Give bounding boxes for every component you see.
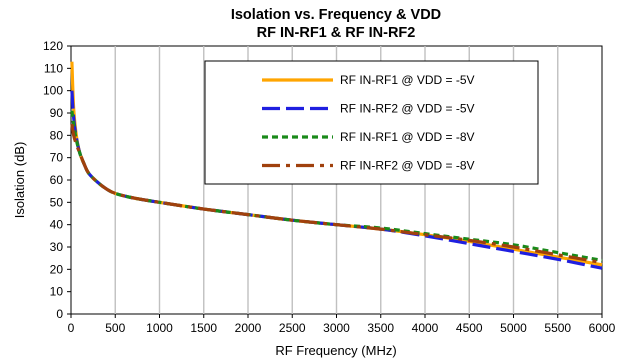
- x-tick-label: 1500: [190, 321, 217, 335]
- x-tick-label: 6000: [589, 321, 616, 335]
- x-axis-label: RF Frequency (MHz): [275, 343, 396, 358]
- x-tick-label: 2000: [235, 321, 262, 335]
- y-axis-label: Isolation (dB): [12, 142, 27, 219]
- x-tick-label: 5000: [500, 321, 527, 335]
- y-tick-label: 50: [50, 195, 64, 209]
- y-tick-label: 40: [50, 218, 64, 232]
- x-tick-label: 3000: [323, 321, 350, 335]
- x-tick-label: 4000: [412, 321, 439, 335]
- chart-subtitle: RF IN-RF1 & RF IN-RF2: [257, 25, 416, 41]
- legend-box: [204, 60, 539, 185]
- y-tick-label: 20: [50, 262, 64, 276]
- chart-title: Isolation vs. Frequency & VDD: [231, 7, 441, 23]
- x-tick-label: 500: [105, 321, 125, 335]
- y-tick-label: 110: [44, 61, 63, 75]
- series-group: [70, 61, 603, 270]
- legend-entry-1: RF IN-RF1 @ VDD = -5V: [340, 73, 475, 87]
- y-tick-label: 120: [43, 39, 63, 53]
- y-tick-label: 30: [50, 240, 64, 254]
- tick-labels: 0 500 1000 1500 2000 2500 3000 3500 4000 4500 5000…: [43, 39, 616, 335]
- x-tick-label: 0: [68, 321, 75, 335]
- y-tick-label: 0: [56, 307, 63, 321]
- y-tick-label: 70: [50, 151, 64, 165]
- y-tick-label: 90: [50, 106, 64, 120]
- x-tick-label: 3500: [367, 321, 394, 335]
- x-tick-label: 1000: [146, 321, 173, 335]
- series-line-2: [70, 90, 603, 270]
- y-tick-label: 80: [50, 128, 64, 142]
- y-tick-label: 100: [43, 84, 63, 98]
- x-tick-label: 4500: [456, 321, 483, 335]
- series-line-3: [70, 110, 603, 262]
- legend-entry-2: RF IN-RF2 @ VDD = -5V: [340, 102, 475, 116]
- y-tick-label: 10: [50, 285, 64, 299]
- legend-entry-4: RF IN-RF2 @ VDD = -8V: [340, 159, 475, 173]
- legend-entry-3: RF IN-RF1 @ VDD = -8V: [340, 130, 475, 144]
- x-tick-label: 5500: [544, 321, 571, 335]
- x-tick-label: 2500: [279, 321, 306, 335]
- y-tick-label: 60: [50, 173, 64, 187]
- legend: RF IN-RF1 @ VDD = -5V RF IN-RF2 @ VDD = -…: [204, 60, 539, 185]
